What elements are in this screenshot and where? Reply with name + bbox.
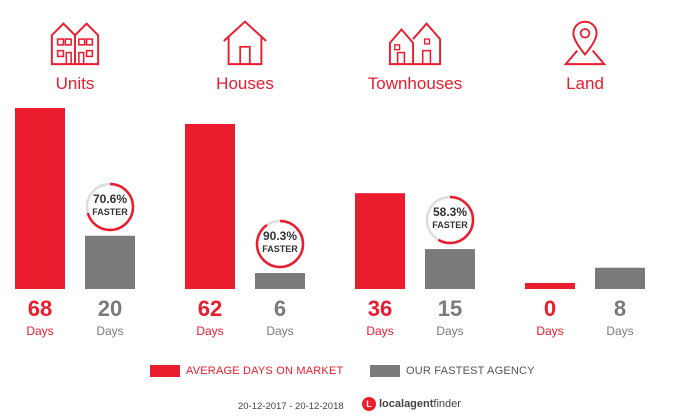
value-houses-average: 62 bbox=[197, 296, 223, 321]
category-label-land: Land bbox=[566, 74, 604, 93]
brand-mark-icon: L bbox=[362, 397, 376, 411]
bar-land-average bbox=[525, 283, 575, 289]
value-units-average: 68 bbox=[27, 296, 53, 321]
legend-label-fastest: OUR FASTEST AGENCY bbox=[406, 365, 535, 377]
faster-ring-progress bbox=[425, 195, 475, 245]
legend-label-average: AVERAGE DAYS ON MARKET bbox=[186, 365, 344, 377]
legend-item-fastest: OUR FASTEST AGENCY bbox=[370, 363, 535, 379]
bar-units-average bbox=[15, 108, 65, 289]
value-townhouses-average: 36 bbox=[367, 296, 393, 321]
bar-houses-average bbox=[185, 123, 235, 290]
faster-word: FASTER bbox=[432, 220, 468, 231]
faster-percent: 58.3% bbox=[432, 205, 468, 220]
legend-swatch-red bbox=[150, 365, 180, 377]
faster-ring bbox=[85, 182, 135, 231]
faster-percent: 90.3% bbox=[262, 229, 298, 244]
legend-item-average: AVERAGE DAYS ON MARKET bbox=[150, 363, 343, 379]
unit-units-average: Days bbox=[26, 324, 54, 338]
bar-land-fastest bbox=[595, 267, 645, 289]
category-label-townhouses: Townhouses bbox=[367, 74, 463, 93]
faster-percent: 70.6% bbox=[92, 191, 128, 206]
townhouses-icon bbox=[385, 14, 445, 68]
bar-units-fastest bbox=[85, 235, 135, 289]
brand-logo: L localagentfinder bbox=[362, 397, 461, 411]
faster-ring-progress bbox=[255, 219, 305, 269]
bar-townhouses-fastest bbox=[425, 249, 475, 289]
faster-ring bbox=[425, 195, 475, 245]
faster-word: FASTER bbox=[92, 206, 128, 217]
value-houses-fastest: 6 bbox=[273, 296, 287, 321]
legend-swatch-grey bbox=[370, 365, 400, 377]
category-label-units: Units bbox=[55, 74, 95, 93]
value-land-fastest: 8 bbox=[613, 296, 627, 321]
unit-houses-fastest: Days bbox=[266, 324, 294, 338]
bar-townhouses-average bbox=[355, 193, 405, 289]
value-land-average: 0 bbox=[543, 296, 557, 321]
faster-ring bbox=[255, 219, 305, 269]
units-icon bbox=[45, 14, 105, 68]
unit-land-average: Days bbox=[536, 324, 564, 338]
faster-badge-houses: 90.3% FASTER bbox=[254, 218, 306, 271]
faster-badge-units: 70.6% FASTER bbox=[84, 180, 136, 233]
land-pin-icon bbox=[555, 14, 615, 68]
unit-townhouses-fastest: Days bbox=[436, 324, 464, 338]
faster-word: FASTER bbox=[262, 244, 298, 255]
date-range: 20-12-2017 - 20-12-2018 bbox=[238, 401, 344, 412]
brand-name: localagentfinder bbox=[379, 398, 461, 410]
unit-townhouses-average: Days bbox=[366, 324, 394, 338]
value-townhouses-fastest: 15 bbox=[437, 296, 463, 321]
faster-ring-progress bbox=[85, 182, 135, 231]
unit-land-fastest: Days bbox=[606, 324, 634, 338]
house-icon bbox=[215, 14, 275, 68]
unit-houses-average: Days bbox=[196, 324, 224, 338]
unit-units-fastest: Days bbox=[96, 324, 124, 338]
bar-houses-fastest bbox=[255, 273, 305, 289]
value-units-fastest: 20 bbox=[97, 296, 123, 321]
category-label-houses: Houses bbox=[216, 74, 274, 93]
faster-badge-townhouses: 58.3% FASTER bbox=[424, 194, 476, 247]
